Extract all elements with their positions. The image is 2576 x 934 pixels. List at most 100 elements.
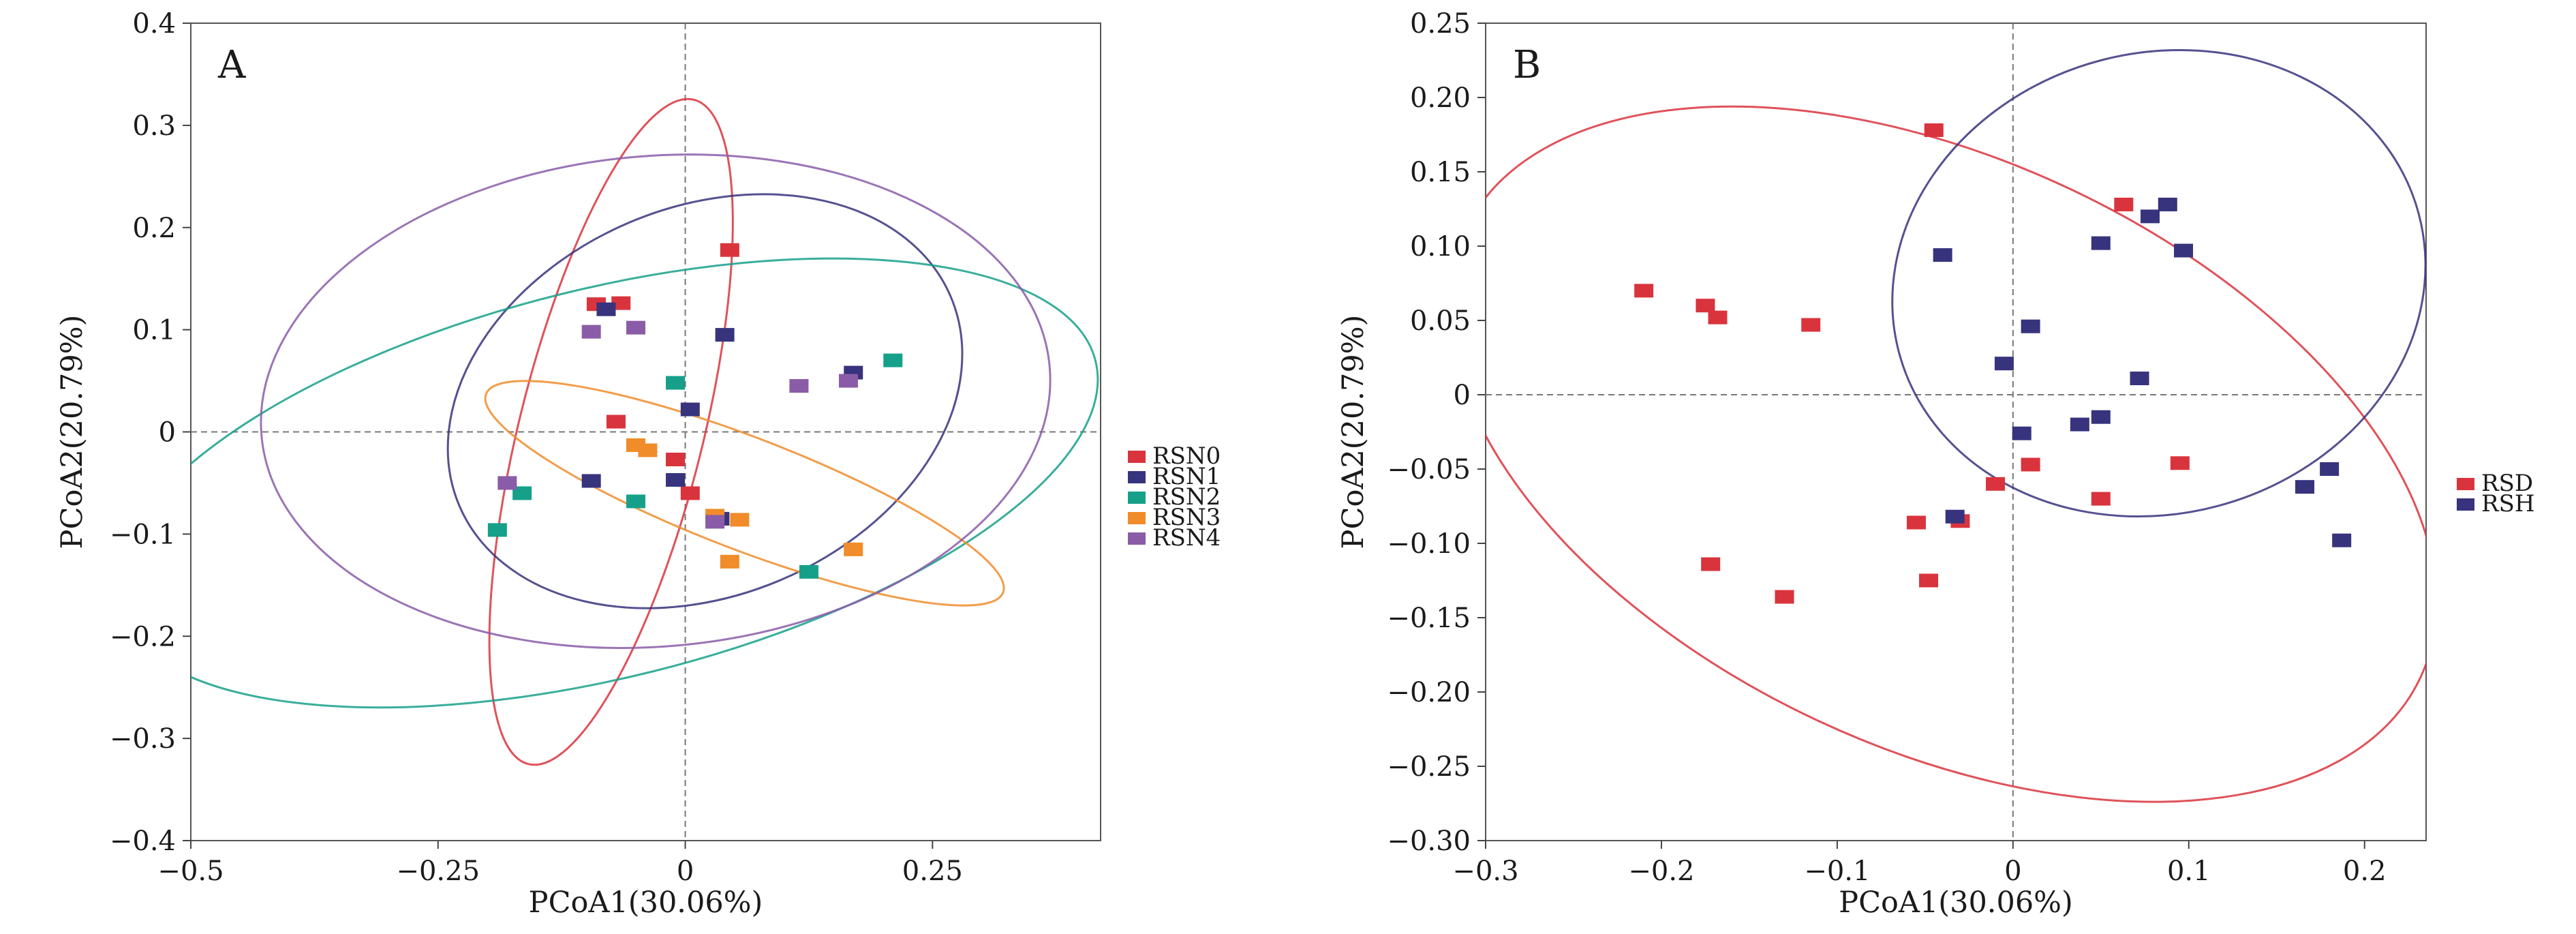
plot-area xyxy=(191,97,1099,766)
panel-label: B xyxy=(1513,43,1541,87)
x-tick-label: −0.5 xyxy=(157,856,224,887)
data-point-rsd xyxy=(1701,557,1721,571)
y-tick-label: −0.10 xyxy=(1387,528,1471,560)
legend-label-rsn4: RSN4 xyxy=(1152,524,1221,552)
data-point-rsn1 xyxy=(581,474,601,488)
data-point-rsn3 xyxy=(844,542,863,556)
data-point-rsn4 xyxy=(789,379,809,393)
legend-label-rsn2: RSN2 xyxy=(1152,483,1221,511)
legend-swatch-rsn4 xyxy=(1128,532,1146,545)
ellipse-rsn2 xyxy=(191,257,1099,709)
y-tick-label: −0.15 xyxy=(1387,603,1471,634)
legend-label-rsd: RSD xyxy=(2481,470,2533,497)
ellipse-rsn4 xyxy=(260,153,1052,649)
data-point-rsn1 xyxy=(596,302,616,316)
data-point-rsn1 xyxy=(666,472,686,487)
data-point-rsn2 xyxy=(883,353,903,367)
data-point-rsn2 xyxy=(512,486,532,500)
data-point-rsd xyxy=(1986,477,2006,491)
data-point-rsh xyxy=(2091,236,2111,250)
y-tick-label: −0.2 xyxy=(110,621,176,652)
data-point-rsd xyxy=(1696,299,1715,313)
y-tick-label: 0.2 xyxy=(132,213,176,244)
data-point-rsh xyxy=(2012,426,2031,440)
y-tick-label: 0.1 xyxy=(132,315,176,346)
data-point-rsh xyxy=(2091,410,2111,424)
data-point-rsh xyxy=(2332,533,2352,547)
y-tick-label: 0.3 xyxy=(132,110,176,142)
data-point-rsn0 xyxy=(720,243,739,257)
plot-frame xyxy=(1485,22,2427,841)
data-point-rsn1 xyxy=(715,328,735,342)
y-tick-label: −0.3 xyxy=(110,723,176,755)
x-tick-label: −0.1 xyxy=(1804,856,1870,887)
data-point-rsd xyxy=(1919,573,1939,588)
y-tick-label: −0.05 xyxy=(1387,454,1471,485)
y-tick-label: −0.25 xyxy=(1387,751,1471,783)
data-point-rsh xyxy=(2158,197,2177,211)
legend-label-rsh: RSH xyxy=(2481,490,2535,517)
data-point-rsn0 xyxy=(611,296,631,310)
y-tick-label: −0.1 xyxy=(110,519,176,550)
ellipse-rsd xyxy=(1486,105,2426,803)
y-tick-label: 0.15 xyxy=(1410,157,1471,188)
legend-label-rsn1: RSN1 xyxy=(1152,463,1221,490)
ellipse-rsn3 xyxy=(484,380,1005,607)
data-point-rsn1 xyxy=(680,402,700,417)
x-tick-label: 0.1 xyxy=(2167,856,2211,887)
data-point-rsh xyxy=(2021,319,2040,333)
y-tick-label: 0.05 xyxy=(1410,305,1471,337)
data-point-rsd xyxy=(2114,197,2134,211)
y-tick-label: 0.20 xyxy=(1410,82,1471,114)
data-point-rsn3 xyxy=(720,554,739,569)
data-point-rsh xyxy=(1933,248,1952,262)
ellipse-rsn1 xyxy=(446,193,964,609)
plot-area xyxy=(1486,49,2426,803)
data-point-rsn0 xyxy=(680,486,700,500)
legend-swatch-rsn2 xyxy=(1128,492,1146,504)
data-point-rsn0 xyxy=(666,452,686,466)
legend-swatch-rsn0 xyxy=(1128,451,1146,463)
data-point-rsn4 xyxy=(838,374,858,388)
y-tick-label: 0.25 xyxy=(1410,8,1471,40)
y-tick-label: 0 xyxy=(1454,380,1471,411)
x-axis-title: PCoA1(30.06%) xyxy=(1839,886,2073,920)
chart-panel-a: −0.5 −0.25 0 0.25 −0.4 −0.3 −0.2 −0.1 0 0.1 0.2 0.3… xyxy=(55,8,1221,920)
y-tick-label: −0.30 xyxy=(1387,826,1471,857)
x-tick-label: 0.25 xyxy=(902,856,963,887)
y-axis-title: PCoA2(20.79%) xyxy=(55,315,89,549)
data-point-rsh xyxy=(2174,243,2194,258)
legend-swatch-rsh xyxy=(2457,498,2474,511)
x-tick-label: 0 xyxy=(677,856,694,887)
data-point-rsn4 xyxy=(705,515,725,529)
data-point-rsd xyxy=(1906,515,1926,530)
y-tick-label: 0 xyxy=(159,417,176,449)
data-point-rsn4 xyxy=(497,476,517,490)
x-tick-label: −0.3 xyxy=(1452,856,1518,887)
legend-swatch-rsn1 xyxy=(1128,471,1146,483)
data-point-rsh xyxy=(1945,509,1965,524)
data-point-rsd xyxy=(2170,456,2190,470)
data-point-rsh xyxy=(1994,357,2014,371)
data-point-rsn3 xyxy=(638,443,658,457)
data-point-rsn2 xyxy=(626,494,645,509)
data-point-rsn0 xyxy=(606,415,626,429)
data-point-rsd xyxy=(1634,284,1654,298)
x-tick-label: −0.2 xyxy=(1628,856,1694,887)
data-point-rsd xyxy=(2091,492,2111,506)
y-tick-label: 0.10 xyxy=(1410,231,1471,262)
data-point-rsh xyxy=(2320,462,2340,476)
data-point-rsh xyxy=(2070,417,2089,432)
x-tick-label: 0 xyxy=(2004,856,2021,887)
y-tick-label: −0.20 xyxy=(1387,677,1471,708)
y-axis-title: PCoA2(20.79%) xyxy=(1336,315,1370,549)
data-point-rsn3 xyxy=(730,513,750,527)
y-tick-label: 0.4 xyxy=(132,8,176,40)
data-point-rsn2 xyxy=(799,564,818,579)
chart-panel-b: −0.3 −0.2 −0.1 0 0.1 0.2−0.30−0.25−0.20−0.15−… xyxy=(1336,8,2535,920)
data-point-rsh xyxy=(2141,209,2160,224)
legend-label-rsn0: RSN0 xyxy=(1152,442,1221,470)
